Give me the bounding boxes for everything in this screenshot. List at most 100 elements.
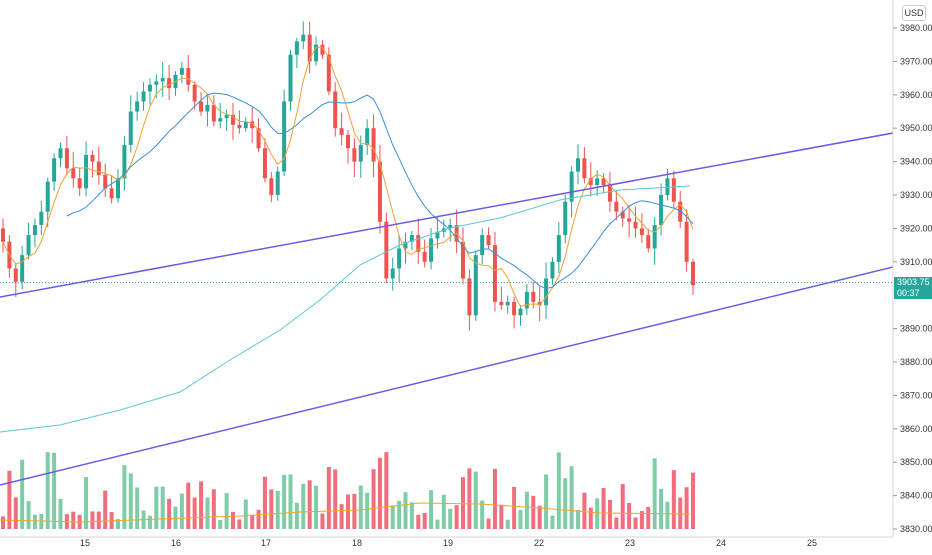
price-tick-label: 3930.00 [900,190,932,200]
price-tick-label: 3970.00 [900,56,932,66]
volume-bar [26,501,31,529]
lower-trendline[interactable] [0,266,894,486]
candle-body [199,101,204,112]
candle-body [13,268,18,282]
candle-body [397,248,402,269]
candle-body [614,201,619,212]
volume-bar [52,452,57,529]
candle-body [595,178,600,185]
volume-bar [103,490,108,529]
candle-body [384,221,389,279]
volume-bar [569,466,574,529]
ma-line [66,92,694,290]
candle-body [365,128,370,145]
volume-bar [416,514,421,529]
candle-body [601,178,606,185]
candle-body [314,44,319,62]
volume-bar [544,474,549,529]
candle-body [256,128,261,149]
candle-body [550,261,555,279]
volume-bar [678,497,683,529]
candle-body [358,144,363,162]
candle-body [652,225,657,249]
candle-body [160,78,165,82]
volume-bar [256,509,261,529]
volume-bar [454,505,459,529]
candle-body [116,178,120,199]
candle-body [563,201,568,236]
candle-body [665,178,670,195]
volume-bar [7,470,12,529]
time-tick-label: 19 [443,538,453,548]
volume-bar [595,498,600,529]
candle-body [461,241,465,279]
candle-body [633,221,638,229]
price-tick-label: 3940.00 [900,157,932,167]
volume-bar [397,500,402,529]
volume-ma-line [0,502,691,523]
volume-bar [167,498,172,529]
volume-bar [537,505,542,529]
currency-label: USD [902,5,926,21]
ma-long-line [0,185,691,433]
volume-bar [147,515,152,529]
candle-body [518,308,523,316]
candle-body [288,54,293,102]
countdown: 00:37 [897,288,920,298]
volume-bar [409,502,414,529]
volume-bar [633,517,638,529]
time-axis[interactable]: 15 16 17 18 19 22 23 24 25 [0,536,893,548]
volume-bar [326,466,331,529]
candle-body [122,144,127,179]
volume-bar [301,483,306,529]
volume-bar [390,505,395,529]
volume-bar [352,493,357,529]
candle-body [128,111,133,145]
volume-bar [294,502,299,529]
candle-body [320,44,325,55]
candle-body [218,118,223,122]
candle-body [84,154,89,189]
price-axis[interactable]: 3980.00 3970.00 3960.00 3950.00 3940.00 3930.… [892,0,932,537]
volume-bar [639,511,644,529]
upper-trendline[interactable] [0,132,894,298]
volume-bar [358,485,363,529]
volume-bar [563,478,568,529]
volume-bar [32,514,37,529]
candles [1,21,695,331]
volume-bar [518,509,523,529]
volume-bar [205,497,210,529]
candle-body [109,188,114,199]
candle-body [58,148,63,159]
candle-body [371,128,376,162]
volume-bar [243,499,248,529]
volume-bar [250,515,255,529]
candle-body [262,148,267,179]
last-price: 3903.75 [897,277,930,287]
volume-bar [160,486,165,529]
candle-body [39,211,44,226]
candle-body [237,124,242,129]
volume-bar [403,492,408,529]
volume-bar [154,486,159,529]
candle-body [352,148,357,162]
candle-body [211,104,216,122]
candle-body [620,211,625,219]
trendlines[interactable] [0,132,894,486]
volume-bar [473,471,478,529]
candle-body [416,235,421,252]
candle-body [473,255,478,316]
price-tick-label: 3850.00 [900,457,932,467]
candle-body [90,154,95,162]
time-tick-label: 18 [352,538,362,548]
candle-body [409,235,414,242]
time-tick-label: 15 [80,538,90,548]
candle-body [103,174,108,189]
candle-body [576,158,580,172]
candle-body [569,171,574,202]
volume-bar [84,476,89,529]
time-tick-label: 22 [534,538,544,548]
volume-bar [691,472,695,529]
